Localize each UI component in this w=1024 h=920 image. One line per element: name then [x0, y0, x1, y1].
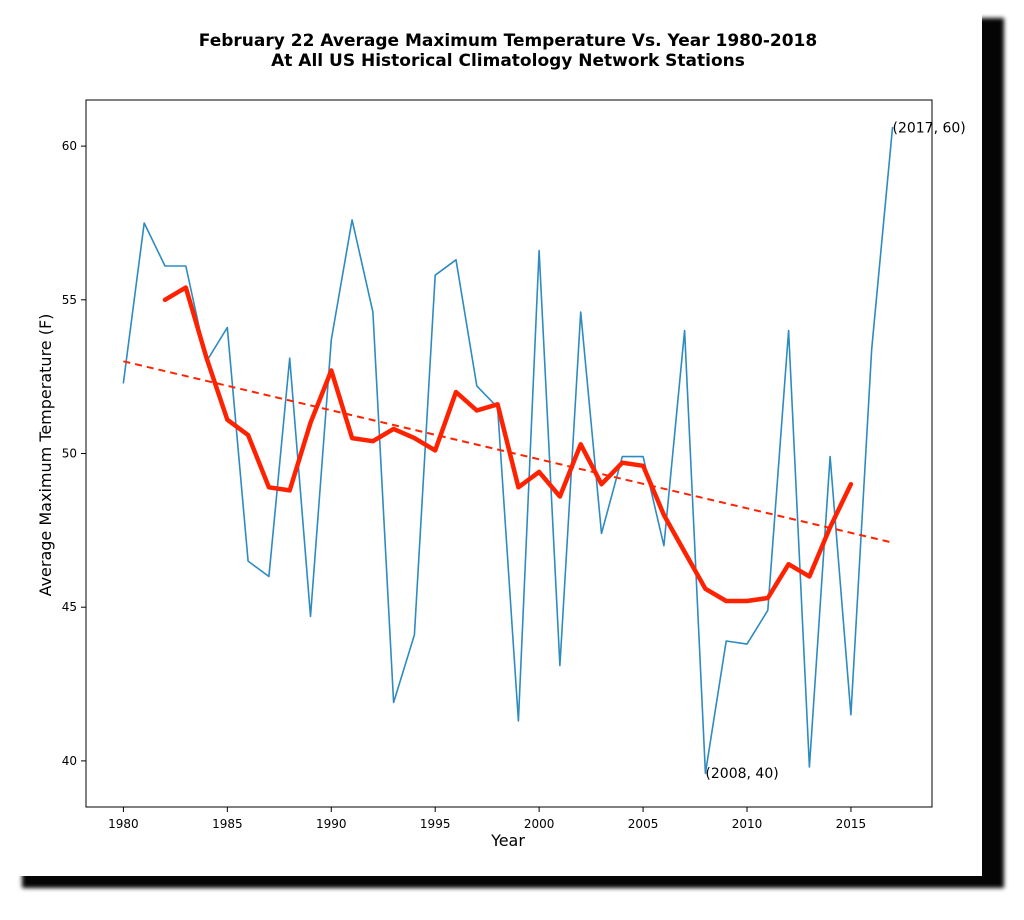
x-tick-label: 2000: [524, 817, 555, 831]
daily-temperature-line: [122, 126, 894, 775]
plot-area: 1980 1985 1990 1995 2000 2005 2010 2015 40 45 50 55…: [62, 99, 966, 831]
x-tick-label: 1990: [316, 817, 347, 831]
x-tick-label: 2005: [628, 817, 659, 831]
y-tick-label: 50: [62, 447, 77, 461]
annotation-min: (2008, 40): [705, 766, 778, 782]
y-tick-label: 55: [62, 293, 77, 307]
x-tick-label: 1980: [108, 817, 139, 831]
y-tick-label: 60: [62, 139, 77, 153]
annotation-max: (2017, 60): [893, 121, 966, 137]
chart-title: February 22 Average Maximum Temperature …: [199, 31, 817, 51]
chart-card: [8, 6, 982, 876]
x-tick-label: 2010: [732, 817, 763, 831]
x-tick-label: 1985: [212, 817, 243, 831]
x-tick-label: 2015: [836, 817, 867, 831]
x-tick-label: 1995: [420, 817, 451, 831]
moving-average-line: [162, 285, 854, 604]
y-tick-label: 45: [62, 600, 77, 614]
x-axis-label: Year: [490, 831, 525, 850]
y-axis-label: Average Maximum Temperature (F): [36, 314, 55, 597]
y-tick-label: 40: [62, 754, 77, 768]
chart-subtitle: At All US Historical Climatology Network…: [271, 51, 745, 71]
